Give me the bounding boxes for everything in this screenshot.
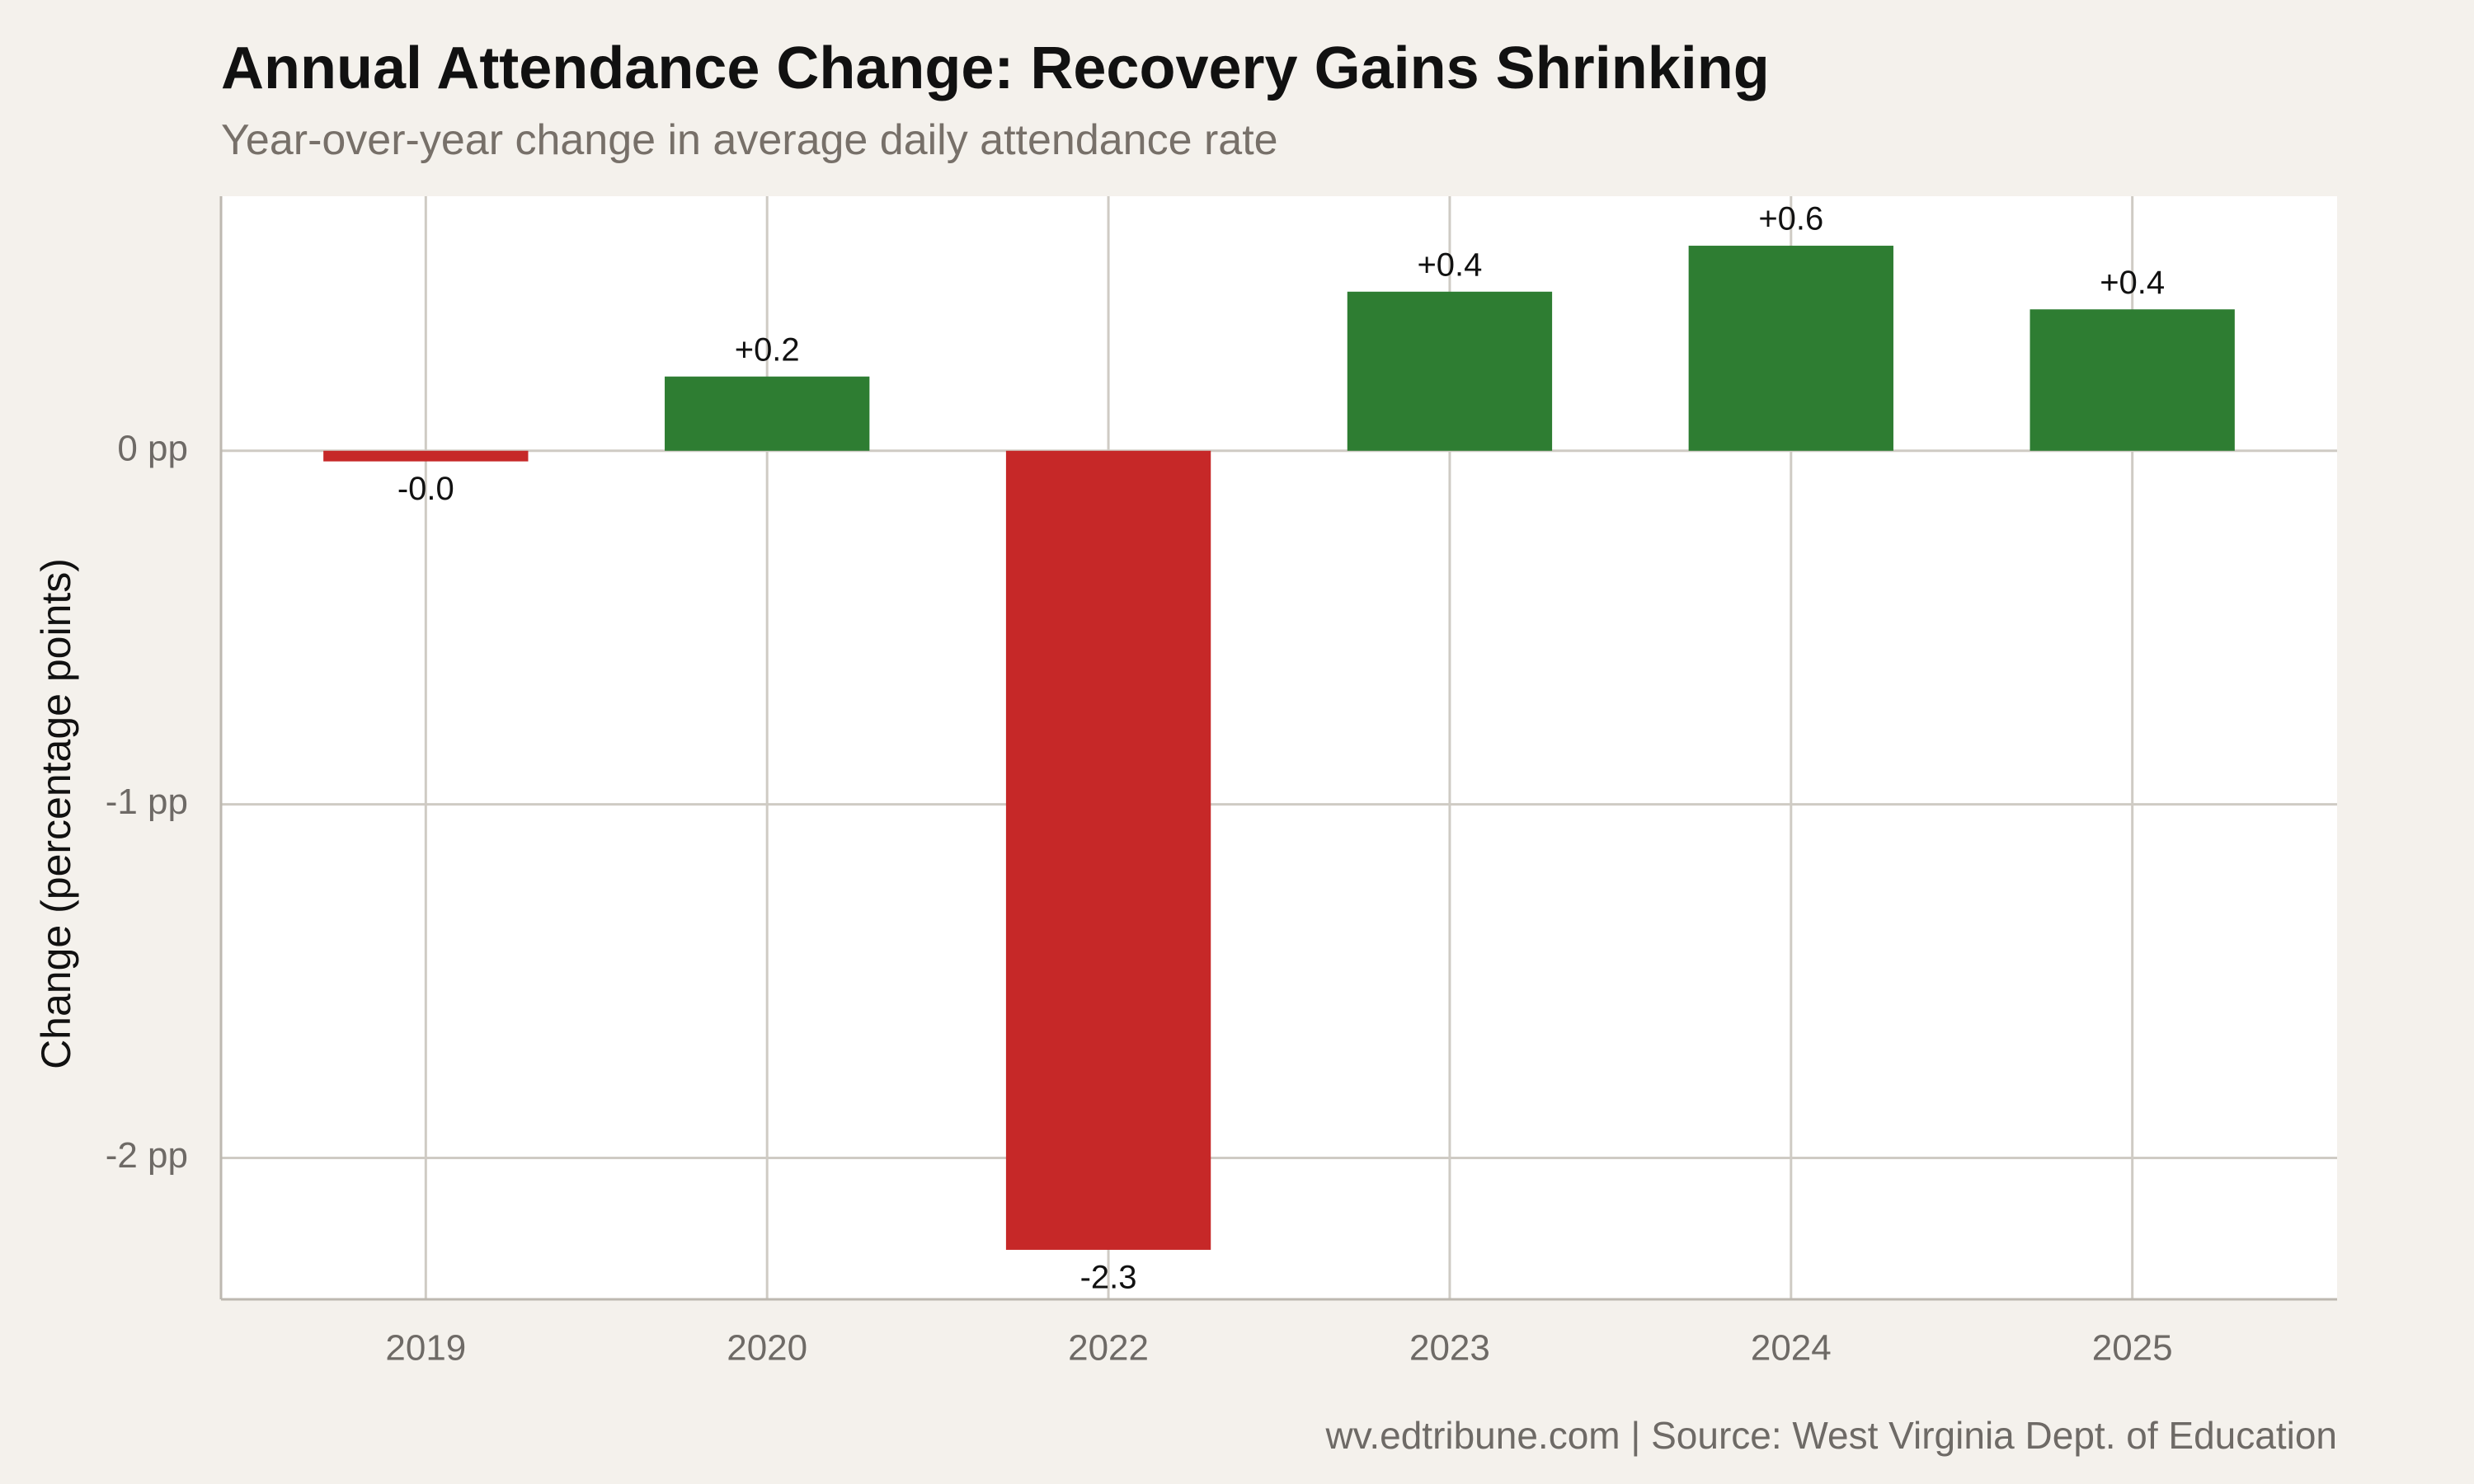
bar-value-label: -2.3 <box>1080 1260 1137 1296</box>
x-tick-label: 2023 <box>1409 1328 1490 1369</box>
bar-2020 <box>665 376 870 451</box>
bar-value-label: +0.6 <box>1758 201 1823 237</box>
bar-2022 <box>1005 450 1211 1250</box>
chart-title: Annual Attendance Change: Recovery Gains… <box>221 35 1770 101</box>
y-tick-label: -2 pp <box>106 1135 188 1176</box>
bar-value-label: +0.4 <box>2100 265 2165 301</box>
chart-caption: wv.edtribune.com | Source: West Virginia… <box>1325 1414 2337 1457</box>
bar-value-label: -0.0 <box>397 471 454 507</box>
x-tick-label: 2024 <box>1751 1328 1832 1369</box>
bar-2019 <box>323 450 529 462</box>
y-tick-label: -1 pp <box>106 782 188 822</box>
x-tick-label: 2022 <box>1068 1328 1149 1369</box>
y-tick-label: 0 pp <box>117 428 188 468</box>
bar-2025 <box>2030 309 2235 451</box>
bar-2023 <box>1347 291 1553 451</box>
chart-subtitle: Year-over-year change in average daily a… <box>221 116 1278 164</box>
x-tick-label: 2020 <box>727 1328 807 1369</box>
bar-value-label: +0.4 <box>1417 247 1482 283</box>
x-tick-label: 2025 <box>2092 1328 2173 1369</box>
plot-panel <box>221 196 2337 1299</box>
y-axis-title: Change (percentage points) <box>33 558 79 1069</box>
bar-value-label: +0.2 <box>735 331 800 368</box>
x-tick-label: 2019 <box>385 1328 466 1369</box>
bar-2024 <box>1688 246 1893 451</box>
